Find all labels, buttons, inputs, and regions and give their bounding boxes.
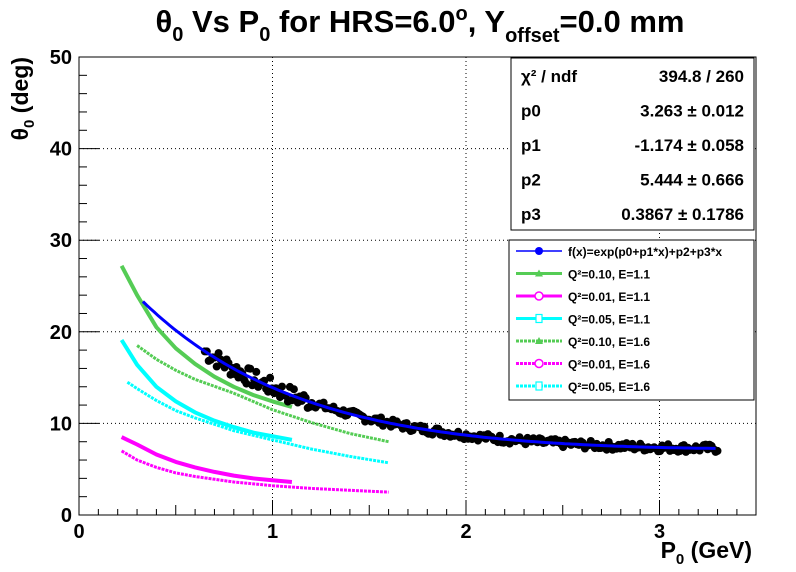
y-axis-label: θ0 (deg) [7, 57, 38, 140]
stats-label: p2 [521, 171, 541, 190]
series-line-4 [120, 449, 389, 494]
legend-marker [535, 247, 543, 255]
legend-label: Q²=0.10, E=1.1 [568, 268, 650, 282]
legend-marker [535, 337, 543, 344]
legend-label: Q²=0.01, E=1.6 [568, 358, 650, 372]
stats-label: p0 [521, 102, 541, 121]
stats-label: χ² / ndf [521, 67, 577, 86]
legend-label: Q²=0.05, E=1.1 [568, 313, 650, 327]
legend-label: f(x)=exp(p0+p1*x)+p2+p3*x [568, 245, 722, 259]
stats-value: -1.174 ± 0.058 [634, 136, 744, 155]
legend-marker [535, 269, 543, 277]
stats-value: 3.263 ± 0.012 [640, 102, 744, 121]
legend-marker [534, 358, 544, 369]
data-point [252, 367, 261, 376]
legend-label: Q²=0.05, E=1.6 [568, 380, 650, 394]
legend-marker [534, 291, 544, 301]
x-tick-label: 2 [460, 521, 471, 543]
legend-marker [535, 381, 543, 391]
y-tick-label: 50 [50, 47, 72, 69]
stats-value: 0.3867 ± 0.1786 [621, 205, 744, 224]
series-line-3 [136, 344, 389, 444]
data-point [289, 385, 298, 394]
series-curves [119, 264, 389, 494]
data-point [278, 382, 286, 391]
stats-box: χ² / ndf 394.8 / 260 p0 3.263 ± 0.012 p1 -1.1… [510, 57, 755, 231]
data-point [266, 373, 275, 382]
legend: f(x)=exp(p0+p1*x)+p2+p3*x Q²=0.10, E=1.1 Q… [508, 239, 755, 401]
chart-title: θ0 Vs P0 for HRS=6.0o, Yoffset=0.0 mm [155, 3, 684, 47]
x-tick-label: 3 [654, 521, 665, 543]
data-point [214, 349, 223, 358]
legend-label: Q²=0.01, E=1.1 [568, 290, 650, 304]
series-line-5 [126, 380, 389, 465]
y-tick-label: 40 [50, 139, 72, 161]
series-line-0 [119, 264, 293, 409]
legend-marker [535, 313, 543, 324]
y-tick-label: 0 [61, 505, 72, 527]
plot-frame [78, 56, 757, 516]
series-line-1 [120, 435, 293, 484]
fit-line [141, 300, 716, 450]
fit-curve [141, 300, 716, 450]
stats-value: 394.8 / 260 [659, 67, 744, 86]
legend-label: Q²=0.10, E=1.6 [568, 335, 650, 349]
data-point [246, 364, 255, 373]
y-tick-label: 20 [50, 322, 72, 344]
x-tick-label: 0 [73, 521, 84, 543]
stats-value: 5.444 ± 0.666 [640, 171, 744, 190]
series-line-2 [119, 338, 293, 442]
x-tick-label: 1 [267, 521, 278, 543]
x-axis-label: P0 (GeV) [661, 537, 752, 568]
stats-label: p1 [521, 136, 541, 155]
stats-label: p3 [521, 205, 541, 224]
y-tick-label: 10 [50, 413, 72, 435]
y-tick-label: 30 [50, 230, 72, 252]
